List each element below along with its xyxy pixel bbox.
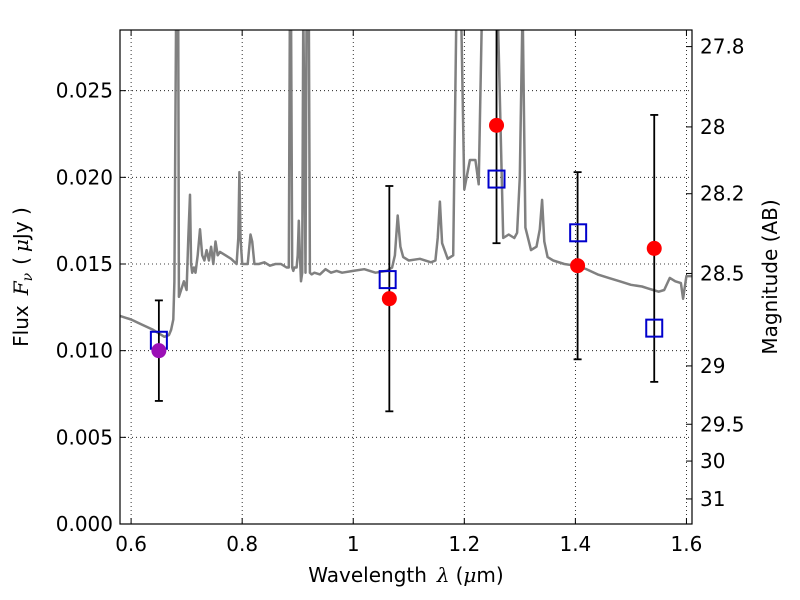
y-tick-labels: 0.000 0.005 0.010 0.015 0.020 0.025 — [56, 79, 113, 536]
x-tick-label: 1.4 — [559, 532, 591, 556]
model-flux-square — [645, 318, 664, 338]
magnitude-tick-label: 28 — [700, 115, 725, 139]
model-flux-square — [569, 223, 588, 243]
magnitude-tick-label: 29.5 — [700, 412, 745, 436]
x-tick-label: 1.6 — [671, 532, 703, 556]
ticks — [120, 30, 692, 525]
sed-spectrum-line — [120, 30, 692, 339]
x-tick-labels: 0.6 0.8 1 1.2 1.4 1.6 — [115, 532, 702, 556]
measurement-point — [489, 117, 505, 133]
measurement-point — [646, 240, 662, 256]
magnitude-tick-labels: 27.8 28 28.2 28.5 29 29.5 30 31 — [700, 35, 745, 511]
right-axis-title: Magnitude (AB) — [758, 199, 782, 354]
plot-frame — [119, 29, 693, 525]
magnitude-tick-label: 29 — [700, 354, 725, 378]
magnitude-tick-label: 31 — [700, 487, 725, 511]
y-tick-label: 0.020 — [56, 165, 113, 189]
optical-measurement-point — [151, 343, 167, 359]
magnitude-tick-label: 27.8 — [700, 35, 745, 59]
magnitude-tick-label: 28.5 — [700, 261, 745, 285]
magnitude-tick-label: 30 — [700, 449, 725, 473]
x-tick-label: 0.8 — [226, 532, 258, 556]
model-flux-square — [487, 169, 506, 189]
measurement-point — [570, 258, 586, 274]
y-tick-label: 0.000 — [56, 512, 113, 536]
y-axis-title: FluxFν(μJy ) — [9, 207, 36, 347]
y-tick-label: 0.015 — [56, 252, 113, 276]
plot-area — [120, 30, 692, 413]
y-tick-label: 0.025 — [56, 79, 113, 103]
magnitude-tick-label: 28.2 — [700, 182, 745, 206]
y-tick-label: 0.005 — [56, 425, 113, 449]
measurement-point — [381, 291, 397, 307]
x-tick-label: 1.2 — [448, 532, 480, 556]
y-tick-label: 0.010 — [56, 339, 113, 363]
x-tick-label: 1 — [347, 532, 360, 556]
plot-background — [120, 30, 692, 524]
model-flux-square — [378, 270, 397, 290]
x-axis-title: Wavelength λ (μm) — [308, 563, 503, 587]
x-tick-label: 0.6 — [115, 532, 147, 556]
